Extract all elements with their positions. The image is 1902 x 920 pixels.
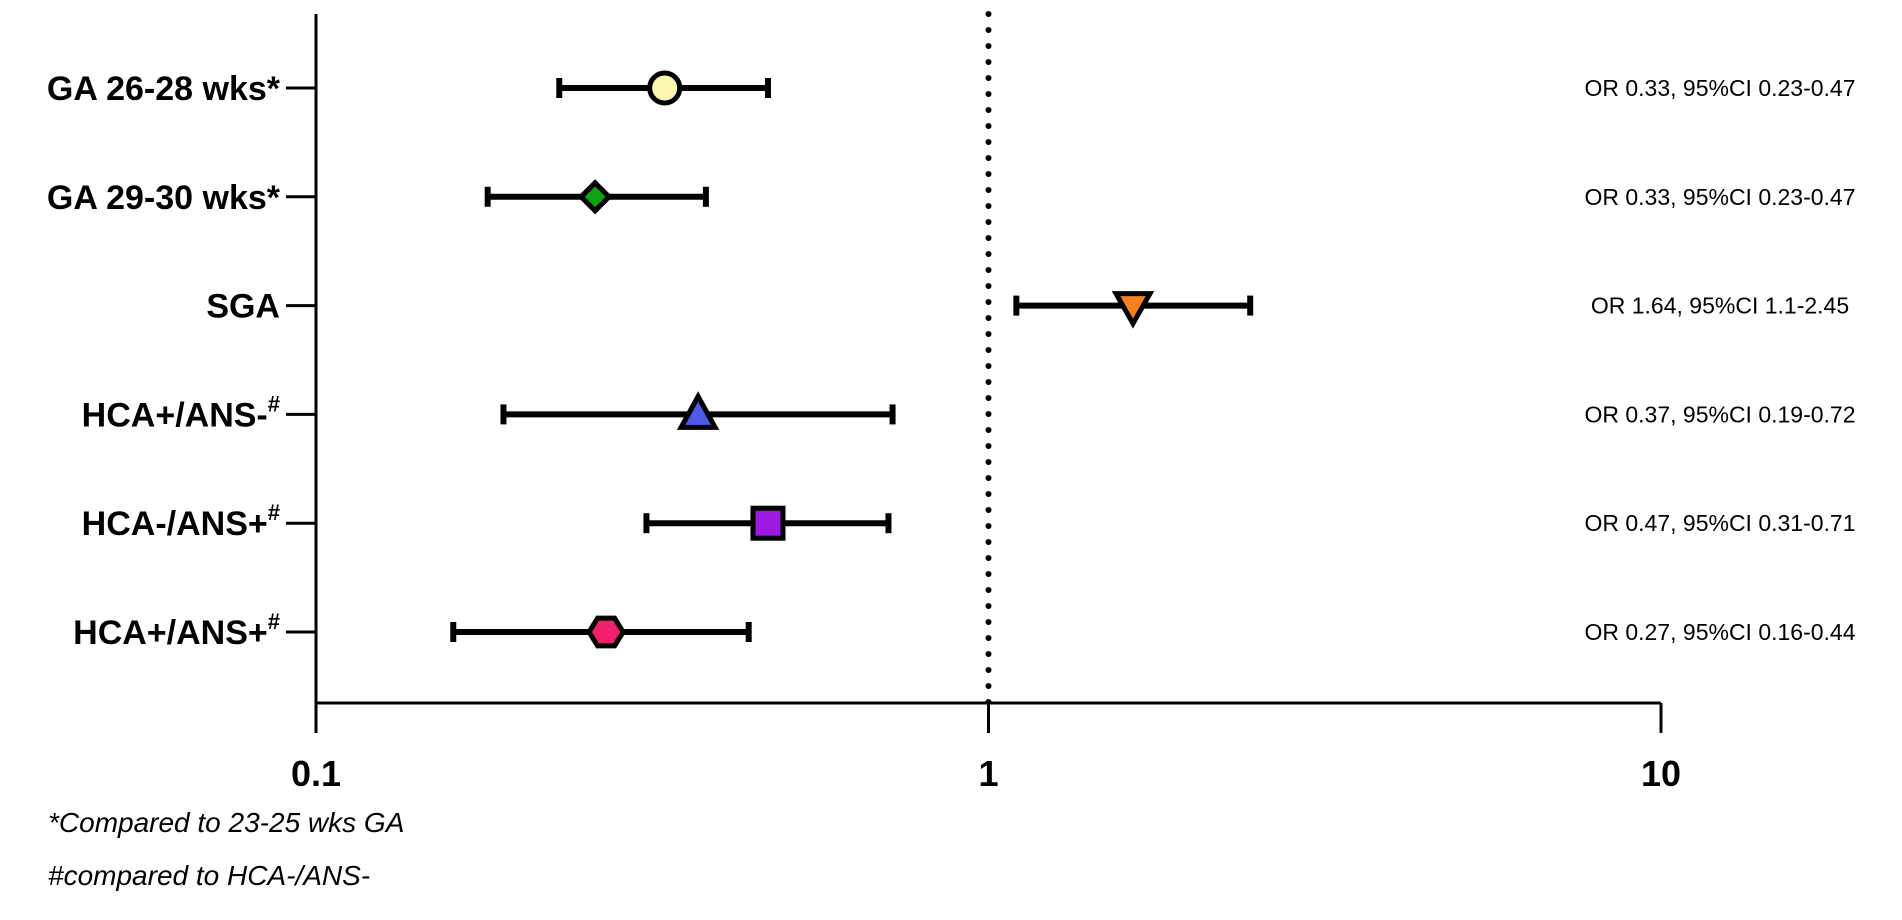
point-marker-triangle-down (1111, 291, 1155, 329)
point-marker-circle (647, 70, 683, 106)
or-annotation: OR 0.27, 95%CI 0.16-0.44 (1584, 619, 1855, 645)
x-tick-label-1: 1 (978, 753, 998, 794)
x-tick-label-0: 0.1 (291, 753, 341, 794)
row-label-text: HCA+/ANS+ (73, 614, 268, 652)
or-annotation: OR 0.37, 95%CI 0.19-0.72 (1584, 401, 1855, 427)
row-label-text: GA 29-30 wks* (47, 179, 281, 217)
forest-row: GA 29-30 wks* (47, 179, 709, 217)
or-annotation: OR 1.64, 95%CI 1.1-2.45 (1591, 293, 1849, 319)
row-label-superscript: # (268, 609, 280, 634)
row-label: HCA+/ANS-# (82, 391, 280, 434)
row-label: GA 26-28 wks* (47, 70, 281, 108)
row-label: SGA (206, 288, 280, 326)
forest-row: GA 26-28 wks* (47, 70, 771, 108)
point-marker-hexagon (586, 615, 627, 649)
or-annotation: OR 0.47, 95%CI 0.31-0.71 (1584, 510, 1855, 536)
row-label-text: GA 26-28 wks* (47, 70, 281, 108)
forest-row: HCA-/ANS+# (82, 500, 892, 543)
point-marker-triangle-up (676, 391, 720, 430)
footnote-hca: #compared to HCA-/ANS- (48, 860, 370, 891)
point-marker-square (750, 505, 786, 541)
row-label: GA 29-30 wks* (47, 179, 281, 217)
rows-group: GA 26-28 wks*GA 29-30 wks*SGAHCA+/ANS-#H… (47, 70, 1254, 652)
forest-row: SGA (206, 288, 1254, 329)
point-marker-diamond (577, 179, 613, 215)
row-label: HCA+/ANS+# (73, 609, 280, 652)
annotations-group: OR 0.33, 95%CI 0.23-0.47 OR 0.33, 95%CI 0… (1584, 75, 1855, 645)
or-annotation: OR 0.33, 95%CI 0.23-0.47 (1584, 184, 1855, 210)
footnote-ga: *Compared to 23-25 wks GA (48, 807, 404, 838)
row-label-text: HCA-/ANS+ (82, 505, 268, 543)
row-label: HCA-/ANS+# (82, 500, 280, 543)
row-label-superscript: # (268, 391, 280, 416)
forest-row: HCA+/ANS-# (82, 391, 896, 434)
forest-row: HCA+/ANS+# (73, 609, 752, 652)
or-annotation: OR 0.33, 95%CI 0.23-0.47 (1584, 75, 1855, 101)
row-label-text: HCA+/ANS- (82, 396, 268, 434)
x-tick-label-2: 10 (1641, 753, 1681, 794)
row-label-text: SGA (206, 288, 280, 326)
row-label-superscript: # (268, 500, 280, 525)
axes: 0.1 1 10 (291, 14, 1681, 794)
